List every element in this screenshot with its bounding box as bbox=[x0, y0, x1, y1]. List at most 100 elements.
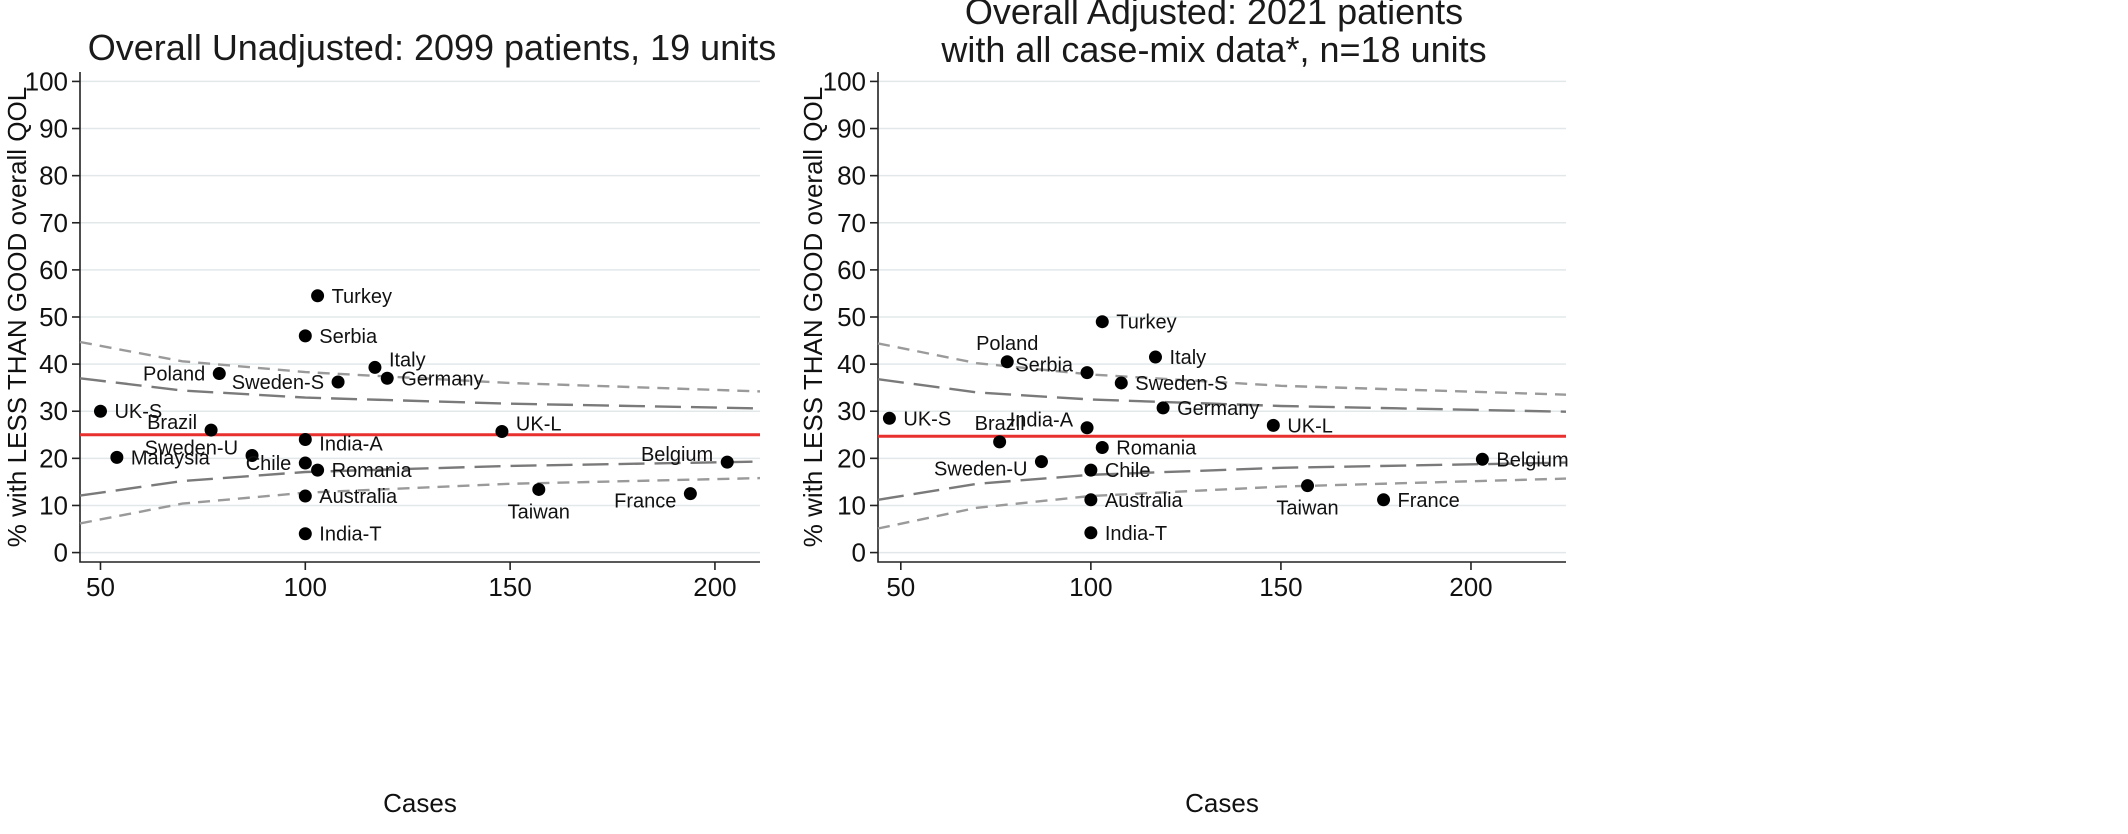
data-point bbox=[311, 463, 325, 477]
point-label: Turkey bbox=[1116, 312, 1176, 334]
point-label: Italy bbox=[389, 349, 426, 371]
x-axis-label: Cases bbox=[1185, 788, 1259, 818]
x-tick-label: 200 bbox=[693, 572, 736, 602]
data-point bbox=[1148, 350, 1162, 364]
data-point bbox=[1475, 452, 1489, 466]
y-tick-label: 50 bbox=[39, 302, 68, 332]
point-label: Belgium bbox=[1496, 449, 1568, 471]
point-label: Sweden-U bbox=[934, 459, 1027, 481]
y-tick-label: 70 bbox=[39, 208, 68, 238]
y-tick-label: 100 bbox=[823, 66, 866, 96]
point-label: Germany bbox=[1177, 398, 1259, 420]
point-label: Serbia bbox=[1015, 355, 1074, 377]
chart-title: with all case-mix data*, n=18 units bbox=[940, 29, 1486, 70]
y-tick-label: 20 bbox=[837, 443, 866, 473]
point-label: Germany bbox=[401, 368, 483, 390]
data-point bbox=[110, 450, 124, 464]
data-point bbox=[298, 456, 312, 470]
data-point bbox=[245, 449, 259, 463]
point-label: Sweden-U bbox=[145, 438, 238, 460]
point-label: Chile bbox=[246, 453, 292, 475]
y-tick-label: 40 bbox=[39, 349, 68, 379]
data-point bbox=[882, 411, 896, 425]
data-point bbox=[1080, 366, 1094, 380]
chart-title: Overall Unadjusted: 2099 patients, 19 un… bbox=[88, 27, 776, 68]
point-label: Taiwan bbox=[508, 501, 570, 523]
y-tick-label: 0 bbox=[852, 538, 866, 568]
y-tick-label: 60 bbox=[39, 255, 68, 285]
data-point bbox=[380, 371, 394, 385]
y-tick-label: 70 bbox=[837, 208, 866, 238]
point-label: Brazil bbox=[147, 412, 197, 434]
y-tick-label: 80 bbox=[837, 161, 866, 191]
data-point bbox=[720, 455, 734, 469]
data-point bbox=[331, 375, 345, 389]
outer-control-limit-lower bbox=[877, 477, 1567, 530]
data-point bbox=[1377, 493, 1391, 507]
point-label: Turkey bbox=[332, 286, 392, 308]
point-label: Australia bbox=[1105, 490, 1184, 512]
x-tick-label: 50 bbox=[886, 572, 915, 602]
data-point bbox=[1080, 421, 1094, 435]
data-point bbox=[1084, 493, 1098, 507]
unadjusted-funnel-plot: Overall Unadjusted: 2099 patients, 19 un… bbox=[2, 27, 776, 818]
data-point bbox=[1084, 526, 1098, 540]
x-tick-label: 100 bbox=[284, 572, 327, 602]
y-tick-label: 50 bbox=[837, 302, 866, 332]
point-label: India-A bbox=[319, 434, 383, 456]
point-label: Sweden-S bbox=[232, 372, 324, 394]
x-axis-label: Cases bbox=[383, 788, 457, 818]
data-point bbox=[298, 329, 312, 343]
x-tick-label: 200 bbox=[1449, 572, 1492, 602]
data-point bbox=[311, 289, 325, 303]
point-label: India-T bbox=[319, 524, 381, 546]
x-tick-label: 150 bbox=[1259, 572, 1302, 602]
data-point bbox=[1095, 441, 1109, 455]
data-point bbox=[1034, 455, 1048, 469]
x-tick-label: 50 bbox=[86, 572, 115, 602]
y-axis-label: % with LESS THAN GOOD overall QOL bbox=[2, 87, 32, 547]
y-tick-label: 20 bbox=[39, 443, 68, 473]
inner-control-limit-lower bbox=[79, 460, 761, 497]
data-point bbox=[1156, 401, 1170, 415]
data-point bbox=[1000, 355, 1014, 369]
data-point bbox=[212, 367, 226, 381]
point-label: France bbox=[1398, 490, 1460, 512]
data-point bbox=[495, 424, 509, 438]
axis-line bbox=[877, 72, 1566, 563]
point-label: UK-L bbox=[1287, 415, 1333, 437]
inner-control-limit-upper bbox=[79, 377, 761, 410]
point-label: Romania bbox=[332, 460, 413, 482]
y-tick-label: 60 bbox=[837, 255, 866, 285]
y-tick-label: 90 bbox=[837, 114, 866, 144]
point-label: Sweden-S bbox=[1135, 373, 1227, 395]
y-tick-label: 40 bbox=[837, 349, 866, 379]
data-point bbox=[683, 487, 697, 501]
y-tick-label: 30 bbox=[39, 396, 68, 426]
y-tick-label: 30 bbox=[837, 396, 866, 426]
y-tick-label: 0 bbox=[54, 538, 68, 568]
data-point bbox=[1266, 418, 1280, 432]
data-point bbox=[993, 435, 1007, 449]
point-label: Australia bbox=[319, 486, 398, 508]
y-tick-label: 10 bbox=[39, 490, 68, 520]
y-axis-label: % with LESS THAN GOOD overall QOL bbox=[798, 87, 828, 547]
point-label: Taiwan bbox=[1276, 498, 1338, 520]
data-point bbox=[204, 423, 218, 437]
data-point bbox=[298, 489, 312, 503]
point-label: Italy bbox=[1169, 347, 1206, 369]
axis-line bbox=[79, 72, 760, 563]
point-label: Romania bbox=[1116, 438, 1197, 460]
point-label: Brazil bbox=[975, 413, 1025, 435]
data-point bbox=[1114, 376, 1128, 390]
data-point bbox=[1095, 315, 1109, 329]
data-point bbox=[298, 527, 312, 541]
data-point bbox=[298, 433, 312, 446]
point-label: France bbox=[614, 491, 676, 513]
data-point bbox=[1084, 463, 1098, 477]
y-tick-label: 100 bbox=[25, 66, 68, 96]
data-point bbox=[1301, 479, 1315, 493]
y-tick-label: 90 bbox=[39, 114, 68, 144]
x-tick-label: 100 bbox=[1069, 572, 1112, 602]
